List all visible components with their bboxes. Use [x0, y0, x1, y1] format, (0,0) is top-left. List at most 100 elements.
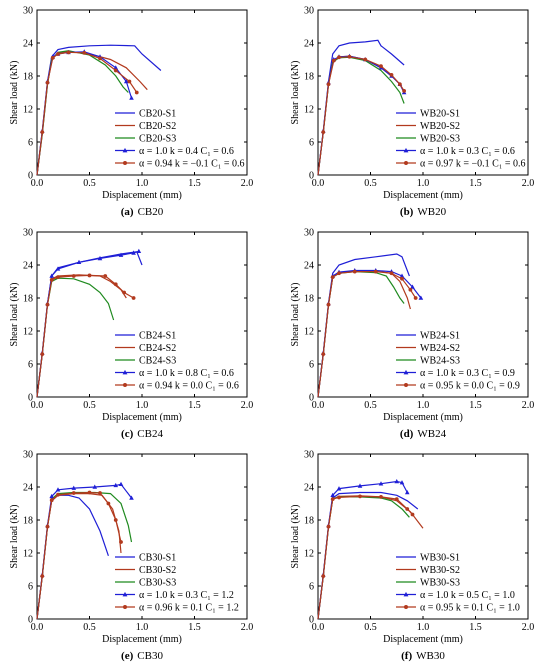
x-tick-label: 2.0 [241, 178, 254, 189]
legend-label: α = 1.0 k = 0.3 C₁ = 0.9 [420, 368, 515, 379]
y-tick-label: 0 [28, 393, 33, 404]
data-point-circle [113, 282, 118, 287]
panel-caption: (d) WB24 [400, 428, 447, 440]
data-point-circle [402, 88, 406, 93]
caption-label: (b) [400, 206, 414, 218]
y-tick-label: 0 [28, 171, 33, 182]
y-tick-label: 30 [304, 228, 314, 239]
data-point-triangle [55, 487, 61, 492]
y-tick-label: 6 [28, 138, 33, 149]
data-point-triangle [55, 266, 61, 271]
y-tick-label: 18 [23, 516, 33, 527]
data-point-circle [40, 352, 45, 356]
series-line-S3 [317, 496, 410, 620]
caption-name: CB30 [137, 650, 163, 662]
data-point-circle [45, 80, 50, 85]
y-tick-label: 12 [23, 549, 33, 560]
data-point-triangle [118, 481, 124, 487]
data-point-circle [87, 273, 92, 278]
y-tick-label: 24 [304, 39, 314, 50]
caption-label: (e) [121, 650, 134, 662]
data-point-triangle [113, 482, 119, 488]
legend-label: WB24-S1 [420, 331, 460, 342]
legend-marker-triangle [403, 147, 409, 153]
x-axis-label: Displacement (mm) [383, 190, 463, 201]
y-tick-label: 18 [304, 294, 314, 305]
legend-label: WB20-S3 [420, 134, 460, 145]
caption-name: WB20 [417, 206, 446, 218]
y-tick-label: 0 [309, 171, 314, 182]
data-point-triangle [404, 490, 410, 495]
x-axis-label: Displacement (mm) [102, 412, 182, 423]
legend-label: WB30-S2 [420, 565, 460, 576]
chart-panel-f: 0.0 0.5 1.0 1.5 2.0 0 6 12 18 24 30 Displacement (m… [290, 450, 534, 663]
data-point-circle [131, 296, 136, 300]
y-tick-label: 18 [304, 516, 314, 527]
x-tick-label: 0.5 [83, 400, 96, 411]
y-tick-label: 30 [23, 228, 33, 239]
x-tick-label: 1.0 [417, 178, 430, 189]
y-tick-label: 24 [304, 261, 314, 272]
x-tick-label: 0.0 [31, 400, 44, 411]
data-point-circle [330, 497, 335, 501]
legend-label: WB24-S2 [420, 343, 460, 354]
data-point-triangle [410, 284, 415, 289]
panel-caption: (f) WB30 [401, 650, 445, 662]
data-point-circle [389, 73, 394, 77]
series-line-S3 [36, 491, 133, 620]
caption-label: (a) [121, 206, 134, 218]
x-tick-label: 0.5 [83, 622, 96, 633]
chart-panel-b: 0.0 0.5 1.0 1.5 2.0 0 6 12 18 24 30 Displacement (m… [290, 6, 534, 219]
legend-label: α = 0.97 k = −0.1 C₁ = 0.6 [420, 159, 525, 170]
data-point-circle [56, 492, 60, 497]
data-point-circle [410, 512, 415, 517]
x-tick-label: 0.0 [312, 178, 325, 189]
data-point-triangle [113, 65, 119, 70]
data-point-circle [106, 501, 111, 506]
data-point-circle [45, 524, 50, 529]
legend-label: WB24-S3 [420, 356, 460, 367]
x-tick-label: 1.5 [188, 178, 201, 189]
legend-label: CB24-S3 [139, 356, 176, 367]
data-point-circle [352, 269, 357, 274]
data-point-circle [321, 574, 326, 578]
data-point-circle [49, 498, 54, 503]
legend-label: α = 0.95 k = 0.0 C₁ = 0.9 [420, 381, 520, 392]
legend-marker-circle [404, 605, 408, 609]
x-tick-label: 0.5 [364, 622, 377, 633]
y-tick-label: 12 [23, 327, 33, 338]
y-tick-label: 0 [309, 393, 314, 404]
data-point-circle [103, 274, 108, 278]
data-point-triangle [76, 259, 82, 265]
data-point-triangle [129, 95, 134, 100]
series-line-mr [317, 271, 417, 398]
y-tick-label: 30 [23, 6, 33, 17]
series-line-mb [317, 269, 422, 398]
x-tick-label: 1.5 [469, 400, 482, 411]
y-tick-label: 6 [309, 360, 314, 371]
caption-label: (d) [400, 428, 414, 440]
x-axis-label: Displacement (mm) [102, 190, 182, 201]
x-axis-label: Displacement (mm) [383, 412, 463, 423]
x-axis-label: Displacement (mm) [383, 634, 463, 645]
y-tick-label: 18 [23, 72, 33, 83]
data-point-circle [400, 276, 404, 281]
x-tick-label: 0.0 [31, 622, 44, 633]
data-point-circle [331, 58, 336, 63]
x-tick-label: 1.0 [136, 178, 149, 189]
data-point-triangle [49, 493, 54, 499]
data-point-circle [337, 495, 341, 500]
caption-label: (f) [401, 650, 412, 662]
data-point-circle [321, 352, 326, 356]
data-point-circle [56, 275, 60, 279]
data-point-triangle [129, 495, 134, 500]
legend-label: α = 0.94 k = −0.1 C₁ = 0.6 [139, 159, 244, 170]
data-point-circle [394, 497, 399, 501]
x-tick-label: 1.0 [136, 400, 149, 411]
y-tick-label: 0 [28, 615, 33, 626]
legend-label: α = 1.0 k = 0.5 C₁ = 1.0 [420, 590, 515, 601]
data-point-circle [389, 271, 394, 276]
x-tick-label: 1.5 [469, 178, 482, 189]
series-line-S1 [317, 491, 419, 620]
data-point-triangle [357, 483, 363, 488]
